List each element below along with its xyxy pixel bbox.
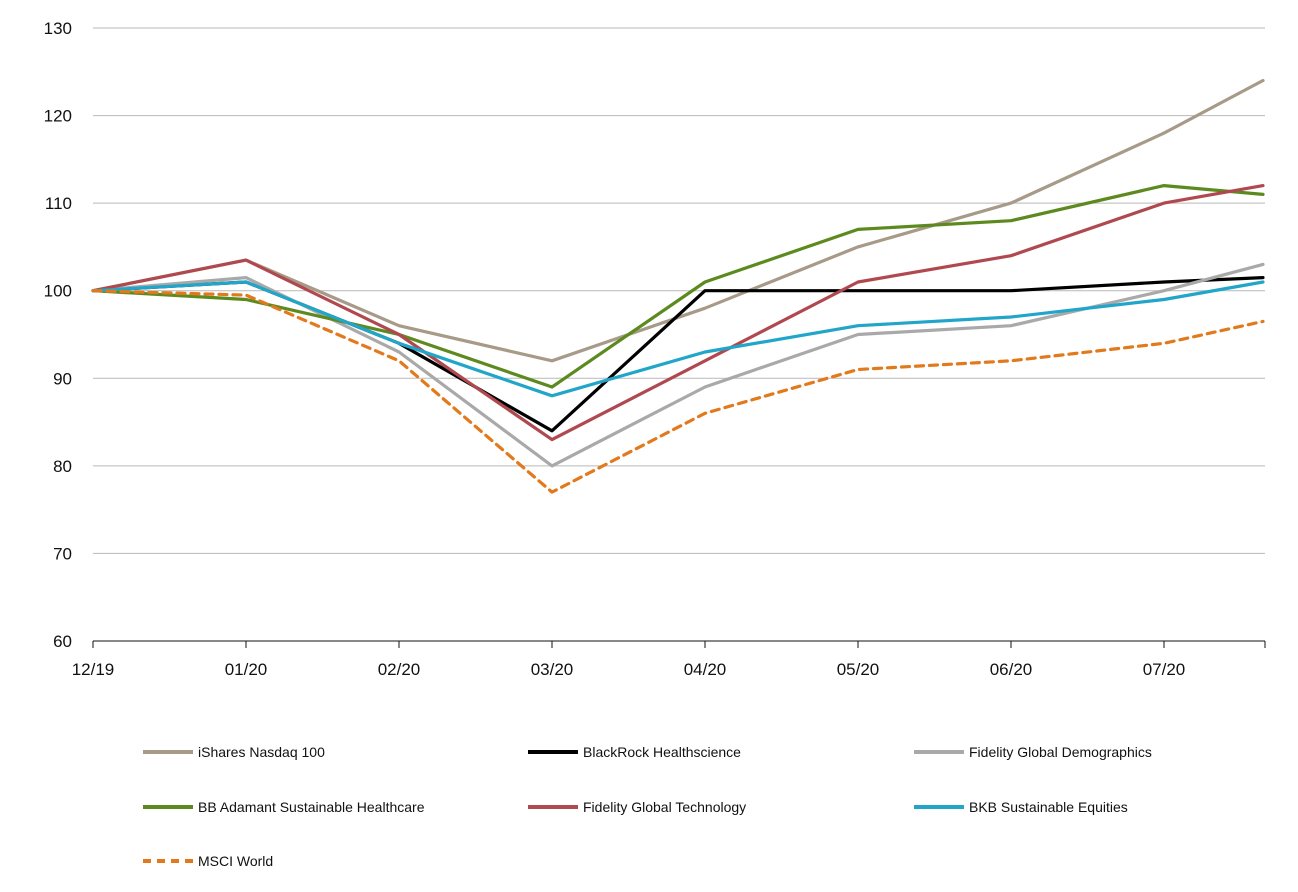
series-lines: [91, 78, 1265, 494]
x-tick-label: 03/20: [531, 660, 574, 679]
legend-label: BlackRock Healthscience: [583, 744, 741, 760]
legend: iShares Nasdaq 100 BlackRock Healthscienc…: [143, 744, 1152, 869]
x-tick-label: 12/19: [72, 660, 115, 679]
legend-label: iShares Nasdaq 100: [198, 744, 325, 760]
gridlines: [93, 27, 1265, 554]
legend-label: BB Adamant Sustainable Healthcare: [198, 799, 425, 815]
y-tick-label: 130: [44, 19, 72, 38]
y-tick-label: 80: [53, 457, 72, 476]
x-tick-label: 04/20: [684, 660, 727, 679]
series-line-4: [91, 184, 1265, 442]
legend-label: Fidelity Global Technology: [583, 799, 746, 815]
series-line-5: [91, 280, 1265, 398]
y-tick-label: 120: [44, 107, 72, 126]
legend-label: BKB Sustainable Equities: [969, 799, 1128, 815]
x-tick-label: 07/20: [1143, 660, 1186, 679]
legend-label: MSCI World: [198, 853, 273, 869]
y-tick-label: 60: [53, 632, 72, 651]
y-tick-label: 90: [53, 369, 72, 388]
legend-label: Fidelity Global Demographics: [969, 744, 1152, 760]
x-tick-label: 01/20: [225, 660, 268, 679]
y-tick-label: 110: [45, 194, 72, 213]
x-tick-label: 02/20: [378, 660, 421, 679]
axes: 60 70 80 90 100 110 120 130 12/19 01/20 02/20 03/20…: [44, 19, 1266, 679]
series-line-0: [91, 78, 1265, 363]
x-tick-label: 05/20: [837, 660, 880, 679]
y-tick-label: 70: [53, 544, 72, 563]
series-line-6: [91, 289, 1265, 494]
series-line-3: [91, 184, 1265, 389]
y-tick-label: 100: [44, 282, 72, 301]
x-tick-label: 06/20: [990, 660, 1033, 679]
series-line-2: [91, 262, 1265, 468]
